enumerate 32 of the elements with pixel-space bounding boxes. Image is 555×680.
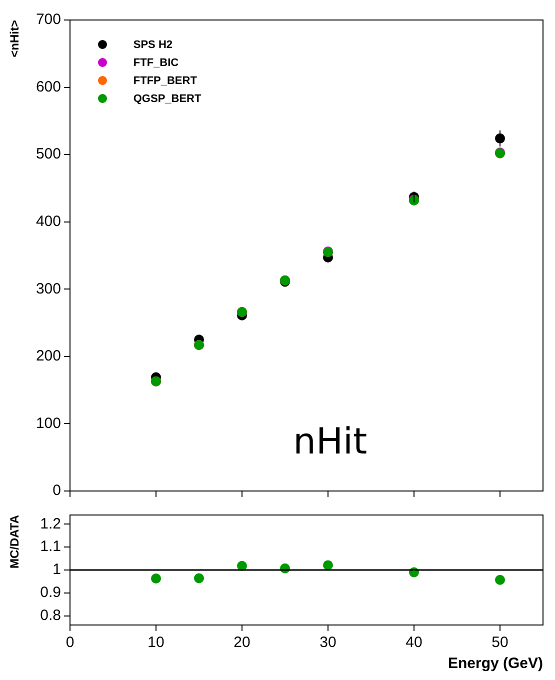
y-tick-label: 0 [52,482,61,500]
annotation: nHit [293,421,368,462]
y-tick-label: 200 [36,348,61,365]
point [495,574,505,585]
x-tick-label: 10 [148,634,164,652]
y-tick-label: 1 [52,561,61,578]
legend-label: SPS H2 [133,38,173,53]
y-tick-label: 600 [36,78,61,96]
x-tick-label: 50 [492,634,508,652]
y-axis-title: <nHit> [8,20,22,58]
point [194,573,204,584]
y-tick-label: 0.9 [40,584,61,602]
y-tick-label: 700 [36,11,61,28]
y-tick-label: 100 [36,414,61,432]
y-tick-label: 0.8 [40,606,61,624]
x-tick-label: 30 [320,634,336,652]
x-tick-label: 0 [66,634,74,652]
point [323,560,333,570]
y-tick-label: 1.1 [40,538,61,556]
legend-label: QGSP_BERT [133,92,202,107]
y-tick-label: 1.2 [40,515,61,532]
x-tick-label: 20 [234,634,250,652]
point [151,573,161,584]
legend-label: FTF_BIC [133,56,179,71]
y-tick-label: 500 [36,146,61,163]
x-tick-label: 40 [406,634,422,652]
y-axis-title: MC/DATA [8,514,22,569]
legend-label: FTFP_BERT [133,74,197,89]
point [237,560,247,571]
y-tick-label: 400 [36,213,61,230]
x-axis-title: Energy (GeV) [448,655,543,672]
y-tick-label: 300 [36,280,61,298]
